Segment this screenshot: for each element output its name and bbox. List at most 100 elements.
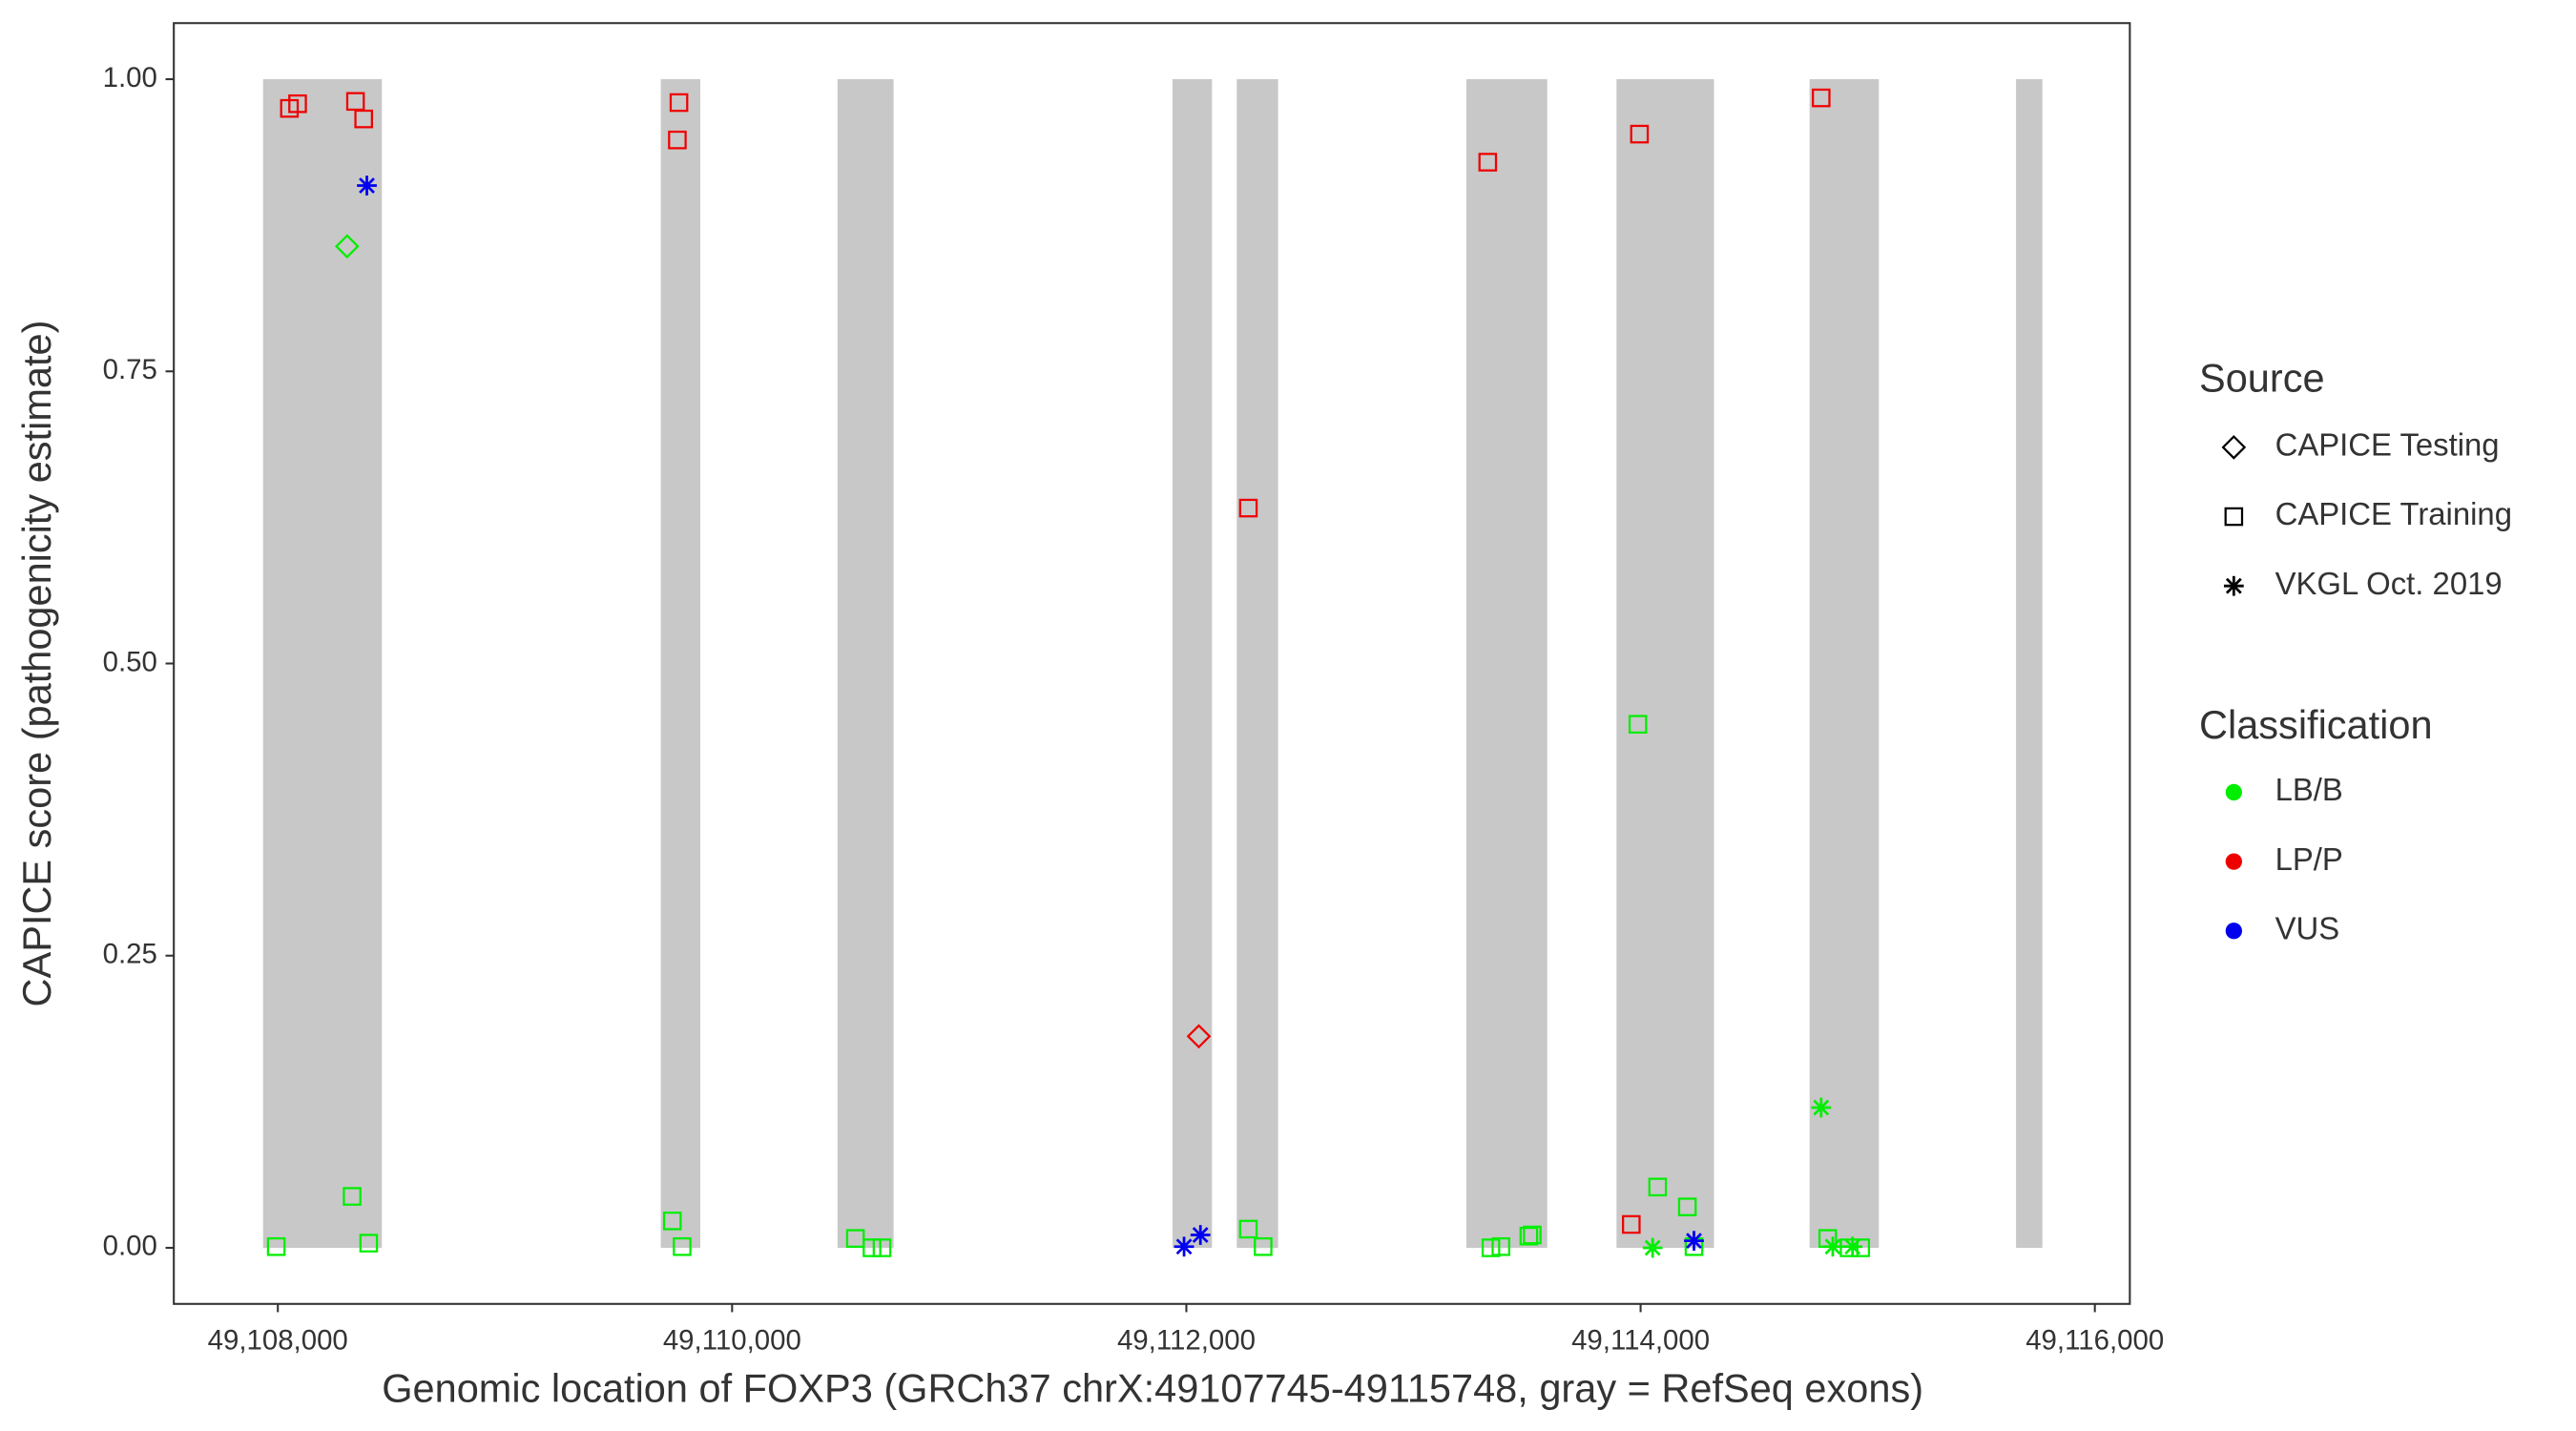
star-stroke xyxy=(1644,1239,1661,1256)
square xyxy=(1648,1177,1668,1197)
point xyxy=(669,93,689,113)
point xyxy=(1622,1214,1641,1234)
x-tick-label: 49,116,000 xyxy=(2025,1324,2164,1356)
point xyxy=(266,1236,286,1256)
point xyxy=(1684,1231,1704,1252)
legend-label: VKGL Oct. 2019 xyxy=(2275,566,2503,601)
point xyxy=(845,1229,865,1248)
square xyxy=(1523,1225,1542,1245)
exon xyxy=(1236,79,1278,1248)
point xyxy=(1628,715,1648,734)
x-tick-label: 49,112,000 xyxy=(1117,1324,1256,1356)
x-tick-label: 49,114,000 xyxy=(1571,1324,1710,1356)
star-stroke xyxy=(1175,1238,1193,1255)
star-stroke xyxy=(1844,1238,1861,1255)
square xyxy=(359,1234,379,1253)
square xyxy=(1491,1236,1510,1256)
legend-label: CAPICE Training xyxy=(2275,496,2512,531)
point xyxy=(1238,1219,1258,1239)
square xyxy=(1238,498,1258,518)
point xyxy=(673,1236,692,1256)
y-axis-title: CAPICE score (pathogenicity estimate) xyxy=(14,321,59,1007)
legend-label: VUS xyxy=(2275,910,2340,945)
point xyxy=(1186,1024,1212,1049)
point xyxy=(872,1238,892,1257)
square xyxy=(669,93,689,113)
square xyxy=(266,1236,286,1256)
exon xyxy=(1465,79,1548,1248)
star-stroke xyxy=(359,177,375,194)
star-stroke xyxy=(1192,1227,1209,1243)
diamond xyxy=(334,234,360,259)
point xyxy=(1677,1197,1697,1216)
point xyxy=(357,176,377,196)
star-stroke xyxy=(1686,1233,1702,1250)
exon xyxy=(1809,79,1880,1248)
square xyxy=(1254,1236,1273,1256)
point xyxy=(1822,1236,1843,1257)
point xyxy=(1842,1236,1863,1257)
point xyxy=(1190,1225,1211,1245)
x-axis-title: Genomic location of FOXP3 (GRCh37 chrX:4… xyxy=(382,1365,1923,1410)
square xyxy=(1677,1197,1697,1216)
point xyxy=(343,1187,362,1206)
star-stroke xyxy=(1813,1099,1830,1116)
legend-key xyxy=(2225,853,2242,870)
square xyxy=(343,1187,362,1206)
square xyxy=(354,109,373,129)
exon xyxy=(2016,79,2043,1248)
x-tick-label: 49,110,000 xyxy=(663,1324,801,1356)
square xyxy=(1238,1219,1258,1239)
legend-key xyxy=(2225,923,2242,940)
point xyxy=(1648,1177,1668,1197)
exon xyxy=(1616,79,1714,1248)
star-stroke xyxy=(1824,1238,1841,1255)
square xyxy=(845,1229,865,1248)
point xyxy=(334,234,360,259)
square xyxy=(668,130,687,150)
point xyxy=(288,93,307,114)
square xyxy=(1628,715,1648,734)
y-tick-label: 0.00 xyxy=(103,1231,157,1262)
legend-key xyxy=(2224,507,2244,527)
diamond xyxy=(2221,435,2247,460)
diamond xyxy=(1186,1024,1212,1049)
point xyxy=(1491,1236,1510,1256)
point xyxy=(1174,1236,1195,1257)
legend-title: Classification xyxy=(2199,702,2433,747)
point xyxy=(1812,88,1831,108)
square xyxy=(872,1238,892,1257)
square xyxy=(662,1212,682,1231)
y-tick-label: 0.75 xyxy=(103,354,157,385)
exon xyxy=(1172,79,1213,1248)
square xyxy=(1812,88,1831,108)
point xyxy=(1481,1238,1501,1257)
y-tick-label: 0.50 xyxy=(103,646,157,677)
point xyxy=(1254,1236,1273,1256)
point xyxy=(1478,153,1498,172)
y-tick-label: 1.00 xyxy=(103,62,157,93)
point xyxy=(662,1212,682,1231)
square xyxy=(2224,507,2244,527)
square xyxy=(1481,1238,1501,1257)
point xyxy=(1630,124,1650,144)
square xyxy=(1519,1226,1539,1246)
point xyxy=(1811,1097,1832,1118)
point xyxy=(1519,1226,1539,1246)
legend-key xyxy=(2225,783,2242,801)
legend-key xyxy=(2221,435,2247,460)
legend-title: Source xyxy=(2199,356,2325,401)
point xyxy=(359,1234,379,1253)
square xyxy=(673,1236,692,1256)
square xyxy=(288,93,307,114)
square xyxy=(1622,1214,1641,1234)
legend-label: LB/B xyxy=(2275,772,2343,807)
exon xyxy=(837,79,894,1248)
legend-key xyxy=(2223,575,2244,596)
exon xyxy=(660,79,701,1248)
x-tick-label: 49,108,000 xyxy=(208,1324,348,1356)
y-tick-label: 0.25 xyxy=(103,939,157,970)
square xyxy=(1630,124,1650,144)
